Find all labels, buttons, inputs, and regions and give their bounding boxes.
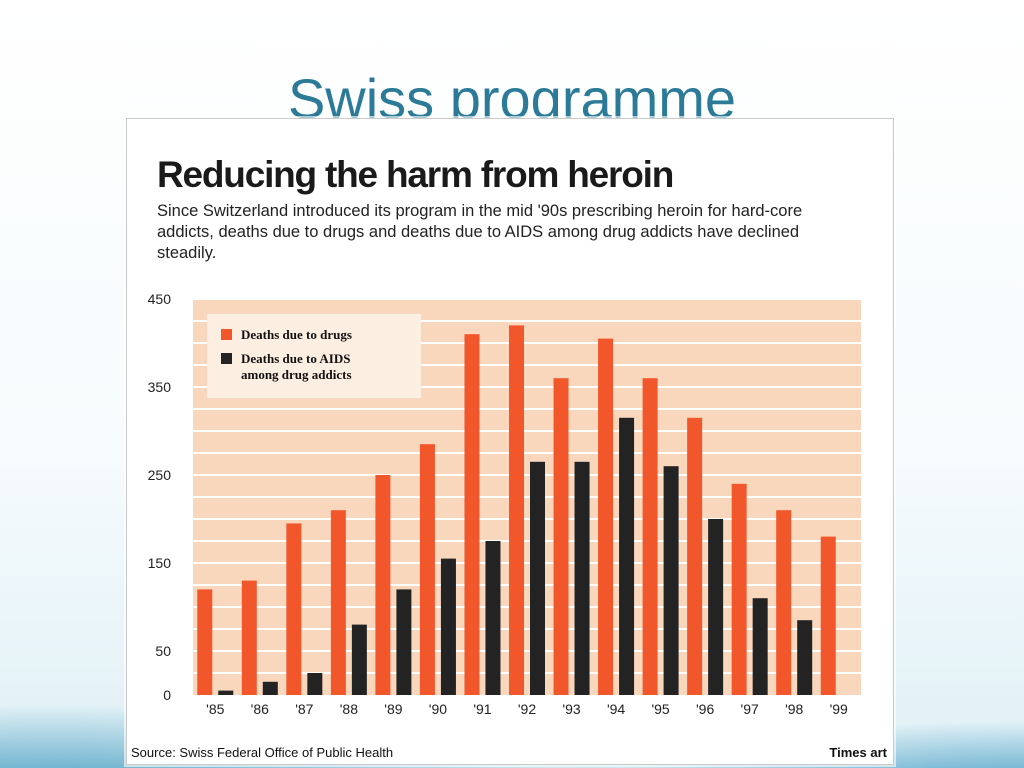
x-tick-label: '87 <box>295 701 313 717</box>
legend-swatch-aids <box>221 353 232 364</box>
bar-drugs <box>197 589 213 695</box>
x-tick-label: '91 <box>473 701 491 717</box>
bar-aids <box>752 598 768 695</box>
credit-note: Times art <box>829 745 887 760</box>
bar-drugs <box>419 444 435 695</box>
y-tick-label: 50 <box>155 643 171 659</box>
bar-aids <box>708 519 724 695</box>
bar-aids <box>396 589 412 695</box>
bar-aids <box>797 620 813 695</box>
bar-aids <box>218 690 234 695</box>
x-tick-label: '89 <box>384 701 402 717</box>
x-tick-label: '88 <box>340 701 358 717</box>
x-tick-label: '86 <box>251 701 269 717</box>
bar-drugs <box>642 378 658 695</box>
y-tick-label: 0 <box>163 687 171 703</box>
bar-drugs <box>731 483 747 695</box>
bar-aids <box>485 541 501 695</box>
chart-card: Reducing the harm from heroin Since Swit… <box>126 118 894 765</box>
legend: Deaths due to drugs Deaths due to AIDS amo… <box>207 314 421 398</box>
bar-drugs <box>464 334 480 695</box>
chart-header: Reducing the harm from heroin Since Swit… <box>157 155 857 264</box>
x-tick-label: '99 <box>830 701 848 717</box>
y-tick-label: 250 <box>148 467 172 483</box>
bar-drugs <box>286 523 302 695</box>
bar-chart: 0 50 150 250 350 450 '85 '86 '87 '88 '89 '90 '91 '92 '… <box>148 291 861 717</box>
x-tick-label: '92 <box>518 701 536 717</box>
bar-drugs <box>776 510 792 695</box>
source-note: Source: Swiss Federal Office of Public H… <box>131 745 394 760</box>
bar-drugs <box>820 536 836 695</box>
bar-aids <box>262 681 278 695</box>
x-tick-label: '90 <box>429 701 447 717</box>
x-tick-label: '97 <box>741 701 759 717</box>
legend-box <box>207 314 421 398</box>
y-tick-label: 450 <box>148 291 172 307</box>
bar-drugs <box>330 510 346 695</box>
chart-subtitle: Since Switzerland introduced its program… <box>157 202 803 262</box>
bar-aids <box>619 417 635 695</box>
bar-drugs <box>375 475 391 695</box>
x-tick-label: '93 <box>562 701 580 717</box>
x-tick-label: '95 <box>651 701 669 717</box>
bar-drugs <box>509 325 524 695</box>
bar-aids <box>530 461 545 695</box>
bar-drugs <box>687 417 703 695</box>
y-tick-label: 150 <box>148 555 172 571</box>
bar-drugs <box>241 580 257 695</box>
bar-aids <box>440 558 456 695</box>
bar-aids <box>307 673 323 695</box>
chart-title: Reducing the harm from heroin <box>157 154 674 195</box>
x-tick-label: '98 <box>785 701 803 717</box>
x-tick-label: '94 <box>607 701 625 717</box>
bar-drugs <box>553 378 569 695</box>
bar-aids <box>574 461 590 695</box>
x-tick-label: '96 <box>696 701 714 717</box>
legend-swatch-drugs <box>221 329 232 340</box>
x-tick-label: '85 <box>206 701 224 717</box>
bar-drugs <box>598 338 614 695</box>
legend-label-aids: Deaths due to AIDS among drug addicts <box>241 351 352 382</box>
bar-aids <box>351 624 367 695</box>
bar-aids <box>663 466 679 695</box>
y-tick-label: 350 <box>148 379 172 395</box>
legend-label-drugs: Deaths due to drugs <box>241 327 352 342</box>
